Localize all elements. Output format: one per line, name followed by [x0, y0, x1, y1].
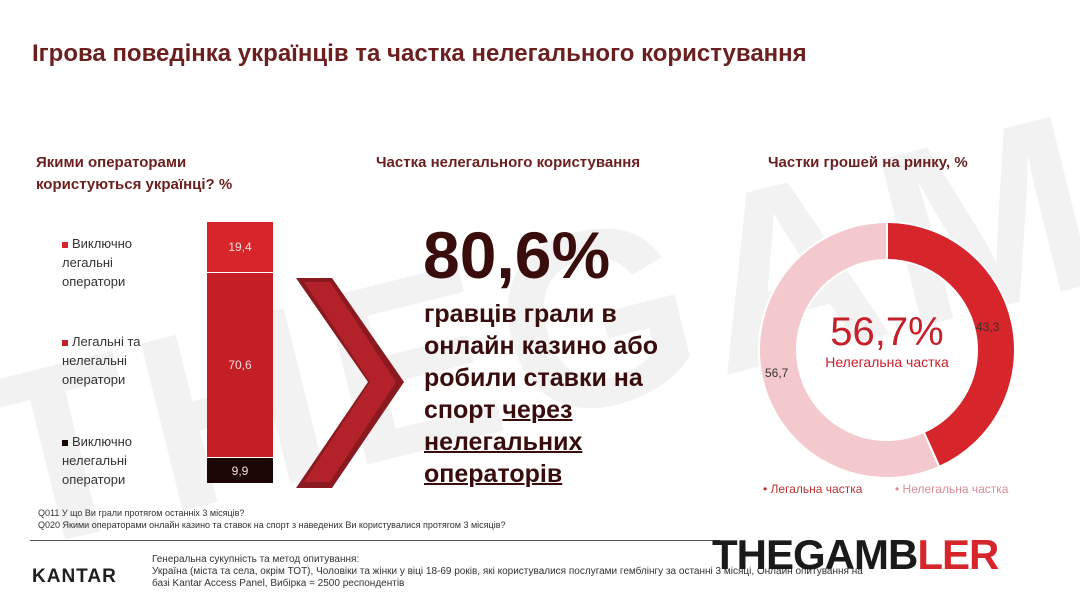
bar-label-2: 9,9 — [231, 463, 249, 478]
slice-label-legal: 43,3 — [976, 320, 1000, 334]
chevron-arrow-icon — [296, 278, 404, 488]
thegambler-logo: THEGAMBLER — [712, 531, 999, 578]
page-title: Ігрова поведінка українців та частка нел… — [32, 40, 807, 67]
donut-slice-1 — [758, 220, 941, 479]
middle-heading: Частка нелегального користування — [376, 154, 641, 171]
donut-chart — [758, 220, 1016, 479]
bar-label-1: 70,6 — [228, 357, 252, 372]
donut-center-label: Нелегальна частка — [825, 354, 949, 370]
right-heading: Частки грошей на ринку, % — [768, 154, 968, 171]
bar-label-0: 19,4 — [228, 239, 252, 254]
bar-segment-2: 9,9 — [207, 458, 273, 483]
footnote-q020: Q020 Якими операторами онлайн казино та … — [38, 520, 506, 530]
legend-item-legal-and-illegal: Легальні та нелегальні оператори — [62, 334, 141, 387]
big-statement: гравців грали в онлайн казино або робили… — [424, 300, 659, 488]
footnote-q011: Q011 У що Ви грали протягом останніх 3 м… — [38, 508, 245, 518]
bar-segment-1: 70,6 — [207, 272, 273, 458]
kantar-logo: KANTAR — [32, 566, 117, 587]
methodology-text: Генеральна сукупність та метод опитуванн… — [152, 554, 863, 589]
divider — [30, 540, 720, 541]
donut-legend-legal: • Легальна частка — [763, 482, 863, 496]
legend-swatch — [62, 241, 68, 248]
legend-swatch — [62, 339, 68, 346]
donut-slice-0 — [886, 220, 1016, 469]
donut-legend-illegal: • Нелегальна частка — [895, 482, 1009, 496]
legend-swatch — [62, 439, 68, 446]
big-number: 80,6% — [423, 218, 611, 292]
bar-segment-0: 19,4 — [207, 222, 273, 272]
slice-label-illegal: 56,7 — [765, 366, 789, 380]
legend-item-legal-only: Виключно легальні оператори — [62, 236, 132, 289]
donut-center-pct: 56,7% — [830, 310, 944, 354]
donut-center: 56,7% Нелегальна частка — [797, 310, 977, 370]
legend-item-illegal-only: Виключно нелегальні оператори — [62, 434, 132, 487]
left-heading: Якими операторами користуються українці?… — [36, 154, 233, 193]
